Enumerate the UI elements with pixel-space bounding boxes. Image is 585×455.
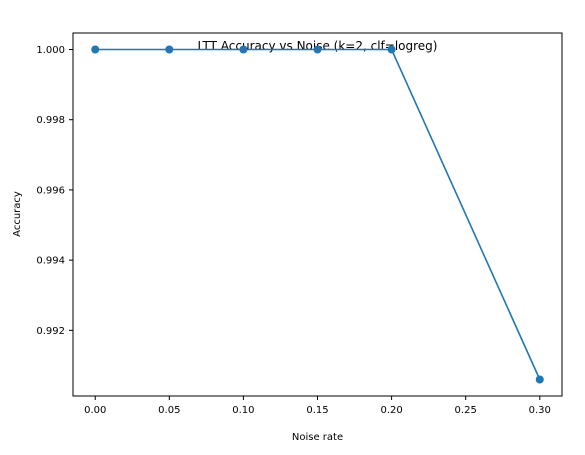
y-tick-label: 1.000: [36, 45, 65, 56]
x-tick-label: 0.05: [158, 405, 180, 416]
y-tick-label: 0.998: [36, 115, 65, 126]
x-tick-label: 0.20: [380, 405, 402, 416]
series-line: [95, 48, 541, 380]
data-series: [91, 45, 544, 384]
data-point: [239, 45, 248, 54]
x-tick-label: 0.25: [455, 405, 477, 416]
x-tick-label: 0.30: [529, 405, 551, 416]
y-tick-label: 0.996: [36, 185, 65, 196]
data-point: [313, 45, 322, 54]
data-point: [535, 375, 544, 384]
x-axis-ticks: 0.00 0.05 0.10 0.15 0.20 0.25 0.30: [84, 396, 551, 416]
x-tick-label: 0.00: [84, 405, 106, 416]
data-point: [387, 45, 396, 54]
y-tick-label: 0.994: [36, 256, 65, 267]
x-tick-label: 0.10: [232, 405, 254, 416]
data-point: [91, 45, 100, 54]
y-axis-label: Accuracy: [12, 191, 23, 237]
x-axis-label: Noise rate: [292, 432, 343, 443]
y-tick-label: 0.992: [36, 326, 65, 337]
data-point: [165, 45, 174, 54]
plot-frame: [72, 32, 563, 397]
x-tick-label: 0.15: [306, 405, 328, 416]
y-axis-ticks: 0.992 0.994 0.996 0.998 1.000: [36, 45, 73, 337]
